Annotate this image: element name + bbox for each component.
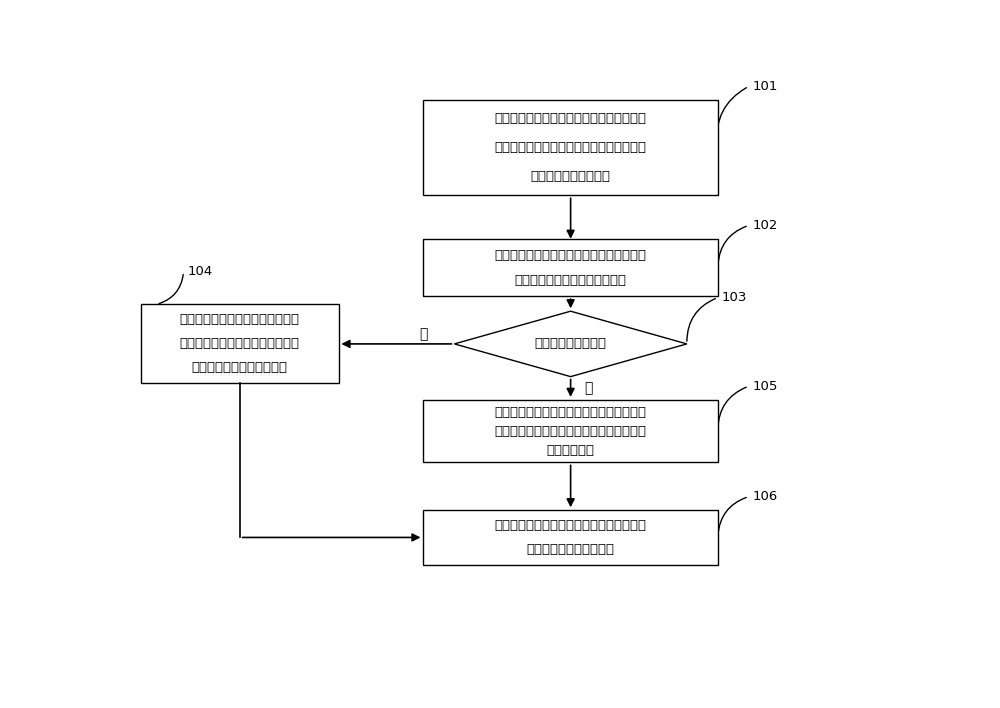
Text: 前图像通道上的归一化参数: 前图像通道上的归一化参数 <box>192 361 288 375</box>
Text: 点亮度值，获得目标图像在当前图像通道上: 点亮度值，获得目标图像在当前图像通道上 <box>495 425 647 438</box>
Bar <box>423 510 718 565</box>
Text: 105: 105 <box>753 379 778 393</box>
Text: 点亮度值进行归一化处理: 点亮度值进行归一化处理 <box>527 543 615 556</box>
Text: 101: 101 <box>753 80 778 93</box>
Text: 像素点亮度值，获得目标图像在当: 像素点亮度值，获得目标图像在当 <box>180 338 300 350</box>
Bar <box>423 239 718 296</box>
Text: 否: 否 <box>419 328 428 342</box>
Text: 是: 是 <box>584 381 593 395</box>
Text: 104: 104 <box>187 266 213 278</box>
Text: 103: 103 <box>722 291 747 304</box>
Text: 按照归一化参数，对当前图像通道上的像素: 按照归一化参数，对当前图像通道上的像素 <box>495 519 647 532</box>
Text: 根据目标图像，获得待测样本在目标图像的: 根据目标图像，获得待测样本在目标图像的 <box>495 249 647 262</box>
Text: 满足碱基平衡条件？: 满足碱基平衡条件？ <box>535 338 607 350</box>
Polygon shape <box>454 312 687 377</box>
Text: 106: 106 <box>753 490 778 503</box>
Text: 下的待测样本进行图像采集得到的图像，待: 下的待测样本进行图像采集得到的图像，待 <box>495 141 647 154</box>
Text: 的归一化参数: 的归一化参数 <box>547 444 595 457</box>
Text: 获得目标图像，目标图像为对处于激光照射: 获得目标图像，目标图像为对处于激光照射 <box>495 113 647 125</box>
Text: 根据目标图像在所有图像通道上的: 根据目标图像在所有图像通道上的 <box>180 314 300 326</box>
Text: 102: 102 <box>753 219 778 232</box>
Bar <box>141 304 339 384</box>
Text: 测样本被荧光染料染色: 测样本被荧光染料染色 <box>531 170 611 183</box>
Bar <box>423 400 718 462</box>
Bar <box>423 100 718 195</box>
Text: 当前图像通道上对应的目标参数: 当前图像通道上对应的目标参数 <box>515 273 627 287</box>
Text: 至少根据目标图像在当前图像通道上的像素: 至少根据目标图像在当前图像通道上的像素 <box>495 406 647 418</box>
